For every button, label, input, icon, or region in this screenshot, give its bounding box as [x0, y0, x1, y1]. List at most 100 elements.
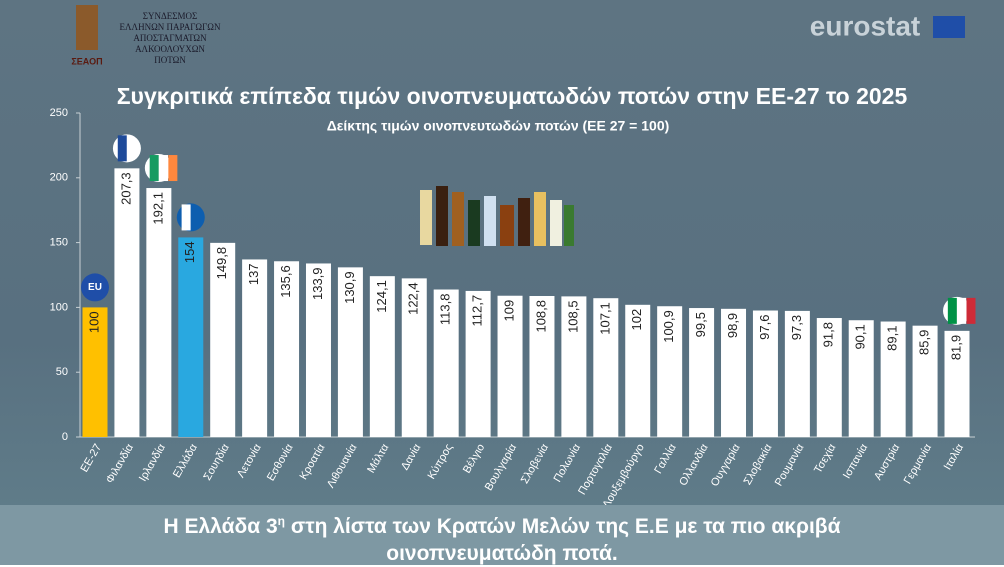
- value-label: 207,3: [118, 172, 133, 205]
- logo-text: ΣΥΝΔΕΣΜΟΣ: [143, 11, 198, 21]
- x-tick-label: Εσθονία: [265, 441, 296, 483]
- bar: [657, 306, 683, 437]
- value-label: 108,8: [533, 300, 548, 333]
- value-label: 81,9: [948, 335, 963, 360]
- bar: [593, 298, 619, 437]
- value-label: 137: [246, 263, 261, 285]
- x-tick-label: Γαλλία: [652, 441, 679, 475]
- x-tick-label: Βουλγαρία: [483, 441, 520, 492]
- brand: eurostat: [810, 10, 920, 41]
- bar: [689, 308, 715, 437]
- flag-stripe: [181, 204, 191, 231]
- bar: [401, 278, 427, 437]
- x-tick-label: Σλοβακία: [742, 441, 775, 487]
- eu-badge: EU: [88, 282, 102, 293]
- logo-text: ΕΛΛΗΝΩΝ ΠΑΡΑΓΩΓΩΝ: [120, 22, 221, 32]
- footer-text: οινοπνευματώδη ποτά.: [386, 542, 618, 565]
- bar: [721, 308, 747, 437]
- bar: [210, 242, 236, 437]
- x-tick-label: Δανία: [399, 441, 424, 472]
- bar: [880, 321, 906, 437]
- logo-abbr: ΣΕΑΟΠ: [71, 56, 102, 66]
- eu-flag: [933, 16, 965, 38]
- bar: [178, 237, 204, 437]
- bar: [274, 261, 300, 437]
- value-label: 97,6: [757, 315, 772, 340]
- flag-circle: [112, 134, 141, 163]
- x-tick-label: Ισπανία: [841, 441, 871, 480]
- value-label: 91,8: [821, 322, 836, 347]
- bar: [433, 289, 459, 437]
- logo-icon: [76, 5, 98, 50]
- value-label: 90,1: [853, 324, 868, 349]
- x-tick-label: Φιλανδία: [104, 441, 136, 485]
- bar: [816, 318, 842, 437]
- value-label: 192,1: [150, 192, 165, 225]
- x-tick-label: Ρουμανία: [773, 441, 807, 488]
- bottles: [420, 186, 574, 246]
- bar: [752, 310, 778, 437]
- x-tick-label: Κροατία: [298, 441, 328, 482]
- chart: ΣΕΑΟΠ ΣΥΝΔΕΣΜΟΣ ΕΛΛΗΝΩΝ ΠΑΡΑΓΩΓΩΝ ΑΠΟΣΤΑ…: [50, 5, 976, 492]
- value-label: 154: [182, 241, 197, 263]
- value-label: 109: [501, 300, 516, 322]
- x-tick-label: Λετονία: [235, 441, 264, 479]
- bar: [337, 267, 363, 437]
- value-label: 149,8: [214, 247, 229, 280]
- footer-sup: η: [277, 514, 286, 528]
- value-label: 124,1: [374, 280, 389, 313]
- value-label: 130,9: [342, 271, 357, 304]
- x-tick-label: Ελλάδα: [171, 441, 200, 480]
- value-label: 97,3: [789, 315, 804, 340]
- x-tick-label: ΕΕ-27: [78, 442, 104, 474]
- bar: [912, 325, 938, 437]
- bar: [561, 296, 587, 437]
- bar: [784, 310, 810, 437]
- flag-stripe: [957, 297, 967, 324]
- undefined: [943, 296, 976, 325]
- flag-stripe: [947, 297, 957, 324]
- x-tick-label: Σλοβενία: [519, 441, 552, 485]
- value-label: 98,9: [725, 313, 740, 338]
- y-tick-label: 0: [62, 431, 68, 443]
- value-label: 102: [629, 309, 644, 331]
- undefined: [144, 154, 178, 183]
- bar: [944, 330, 970, 437]
- y-tick-label: 200: [50, 172, 68, 184]
- bar: [625, 304, 651, 437]
- logo-text: ΑΛΚΟΟΛΟΥΧΩΝ: [135, 44, 205, 54]
- bar: [114, 168, 140, 437]
- bar: [305, 263, 331, 437]
- x-tick-label: Ουγγαρία: [709, 441, 743, 488]
- x-tick-label: Πολωνία: [552, 441, 584, 484]
- value-label: 85,9: [917, 330, 932, 355]
- flag-stripe: [117, 135, 127, 162]
- x-tick-label: Ιρλανδία: [137, 441, 168, 483]
- footer-text: Η Ελλάδα 3: [163, 515, 278, 538]
- x-tick-label: Σουηδία: [201, 441, 232, 482]
- value-label: 108,5: [565, 300, 580, 333]
- y-tick-label: 50: [56, 366, 68, 378]
- value-label: 107,1: [597, 302, 612, 335]
- logo-text: ΑΠΟΣΤΑΓΜΑΤΩΝ: [133, 33, 207, 43]
- flag-stripe: [159, 155, 169, 182]
- flag-stripe: [966, 297, 976, 324]
- value-label: 100,9: [661, 310, 676, 343]
- footer-text: στη λίστα των Κρατών Μελών της Ε.Ε με τα…: [285, 515, 841, 538]
- x-tick-label: Μάλτα: [365, 441, 391, 475]
- chart-title: Συγκριτικά επίπεδα τιμών οινοπνευματωδών…: [117, 83, 908, 109]
- x-tick-label: Ιταλία: [942, 441, 967, 472]
- undefined: [112, 134, 141, 163]
- y-tick-label: 150: [50, 237, 68, 249]
- value-label: 99,5: [693, 312, 708, 337]
- value-label: 89,1: [885, 326, 900, 351]
- y-tick-label: 100: [50, 301, 68, 313]
- eu-badge-circle: [81, 273, 109, 302]
- bar: [146, 188, 172, 437]
- bar: [529, 295, 555, 437]
- bar: [497, 295, 523, 437]
- bar: [82, 307, 108, 437]
- x-tick-label: Λιθουανία: [325, 441, 360, 490]
- x-tick-label: Ολλανδία: [677, 441, 711, 488]
